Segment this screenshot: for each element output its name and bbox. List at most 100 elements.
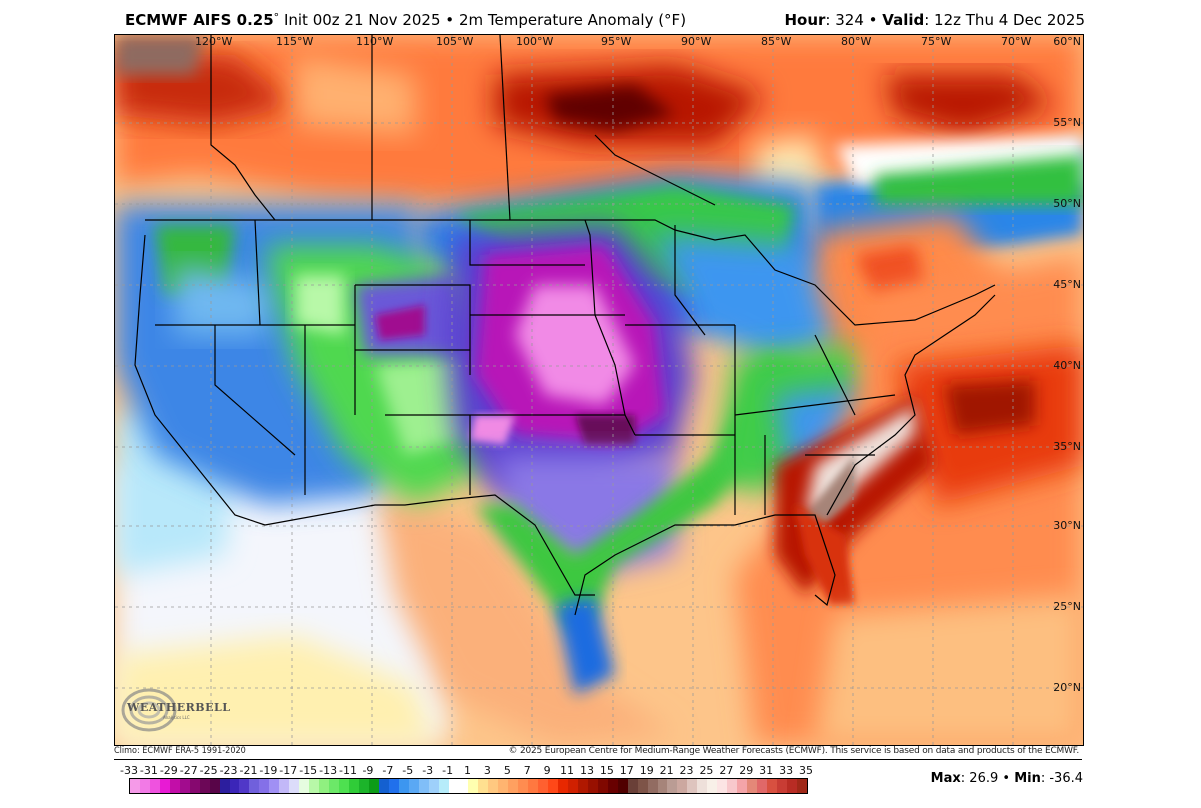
colorbar-segment xyxy=(269,779,280,793)
colorbar-segment xyxy=(677,779,688,793)
colorbar-tick-label: -19 xyxy=(259,764,278,777)
colorbar-tick-label: -31 xyxy=(139,764,158,777)
colorbar-segment xyxy=(398,779,409,793)
latitude-label: 60°N xyxy=(1053,35,1081,48)
stats-separator: • xyxy=(998,771,1015,786)
longitude-label: 120°W xyxy=(195,35,233,48)
field-stats: Max: 26.9 • Min: -36.4 xyxy=(931,771,1083,786)
max-value: : 26.9 xyxy=(960,771,999,786)
colorbar-segment xyxy=(309,779,320,793)
colorbar-segment xyxy=(518,779,529,793)
colorbar-segment xyxy=(498,779,509,793)
colorbar-segment xyxy=(747,779,758,793)
colorbar-segment xyxy=(767,779,777,793)
colorbar-segment xyxy=(776,779,787,793)
colorbar-tick-label: -23 xyxy=(219,764,238,777)
colorbar-segment xyxy=(169,779,180,793)
longitude-label: 75°W xyxy=(921,35,952,48)
colorbar-segment xyxy=(786,779,797,793)
colorbar-tick-label: -15 xyxy=(299,764,318,777)
colorbar-segment xyxy=(179,779,190,793)
longitude-label: 90°W xyxy=(681,35,712,48)
colorbar-segment xyxy=(627,779,638,793)
colorbar-tick-labels: -33 -31 -29 -27 -25 -23 -21 -19 -17 -15 -13 -11 -9 -7… xyxy=(118,764,818,778)
colorbar-segment xyxy=(557,779,568,793)
colorbar-segment xyxy=(657,779,668,793)
colorbar-segment xyxy=(378,779,389,793)
climatology-note: Climo: ECMWF ERA-5 1991-2020 xyxy=(114,746,246,756)
colorbar-tick-label: -9 xyxy=(362,764,374,777)
colorbar-segment xyxy=(149,779,160,793)
colorbar-tick-label: 3 xyxy=(483,764,491,777)
colorbar-tick-label: -1 xyxy=(442,764,454,777)
valid-value: : 12z Thu 4 Dec 2025 xyxy=(924,11,1085,29)
longitude-label: 105°W xyxy=(436,35,474,48)
degree-symbol: ° xyxy=(273,11,280,24)
colorbar-segment xyxy=(508,779,519,793)
colorbar-segment xyxy=(239,779,250,793)
colorbar-segment xyxy=(757,779,767,793)
colorbar-tick-label: 9 xyxy=(543,764,551,777)
colorbar-tick-label: -3 xyxy=(422,764,434,777)
colorbar-segment xyxy=(209,779,220,793)
longitude-label: 80°W xyxy=(841,35,872,48)
political-boundaries xyxy=(134,35,996,616)
latitude-label: 30°N xyxy=(1053,519,1081,532)
colorbar-segment xyxy=(488,779,499,793)
colorbar-tick-label: -5 xyxy=(402,764,414,777)
colorbar-segment xyxy=(159,779,170,793)
colorbar-tick-label: -29 xyxy=(159,764,178,777)
time-separator: • xyxy=(868,11,878,29)
field-name: 2m Temperature Anomaly (°F) xyxy=(458,11,687,29)
chart-title: ECMWF AIFS 0.25° Init 00z 21 Nov 2025 • … xyxy=(125,11,686,29)
colorbar-segment xyxy=(587,779,598,793)
min-value: : -36.4 xyxy=(1040,771,1083,786)
colorbar-segment xyxy=(348,779,359,793)
colorbar-segment xyxy=(637,779,648,793)
colorbar-segment xyxy=(727,779,738,793)
colorbar-tick-label: 15 xyxy=(599,764,614,777)
colorbar-segment xyxy=(319,779,330,793)
colorbar-tick-label: -33 xyxy=(120,764,138,777)
colorbar-segment xyxy=(418,779,429,793)
forecast-time: Hour: 324 • Valid: 12z Thu 4 Dec 2025 xyxy=(784,11,1085,29)
colorbar-tick-label: 11 xyxy=(560,764,575,777)
colorbar-segment xyxy=(448,779,459,793)
colorbar-segment xyxy=(259,779,270,793)
latitude-label: 50°N xyxy=(1053,197,1081,210)
colorbar-segment xyxy=(229,779,240,793)
colorbar-segment xyxy=(408,779,419,793)
colorbar-segment xyxy=(567,779,578,793)
longitude-label: 85°W xyxy=(761,35,792,48)
colorbar-segment xyxy=(139,779,150,793)
latitude-label: 55°N xyxy=(1053,116,1081,129)
colorbar-segment xyxy=(647,779,658,793)
colorbar-segment xyxy=(528,779,539,793)
colorbar-tick-label: 17 xyxy=(619,764,634,777)
graticule xyxy=(115,35,1083,745)
colorbar-segment xyxy=(388,779,399,793)
temperature-anomaly-map: 120°W 115°W 110°W 105°W 100°W 95°W 90°W … xyxy=(114,34,1084,746)
colorbar-tick-label: -25 xyxy=(199,764,218,777)
model-name: ECMWF AIFS 0.25 xyxy=(125,11,274,29)
title-separator: • xyxy=(445,11,455,29)
latitude-label: 40°N xyxy=(1053,359,1081,372)
colorbar-segment xyxy=(199,779,210,793)
colorbar-segment xyxy=(438,779,449,793)
longitude-label: 115°W xyxy=(276,35,314,48)
latitude-label: 45°N xyxy=(1053,278,1081,291)
colorbar-tick-label: 13 xyxy=(579,764,594,777)
colorbar-segment xyxy=(279,779,290,793)
colorbar-tick-label: 27 xyxy=(719,764,734,777)
copyright-notice: © 2025 European Centre for Medium-Range … xyxy=(508,746,1080,756)
colorbar-segment xyxy=(796,779,807,793)
colorbar-segment xyxy=(577,779,588,793)
hour-value: : 324 xyxy=(825,11,864,29)
max-label: Max xyxy=(930,771,961,786)
colorbar-tick-label: 5 xyxy=(503,764,511,777)
colorbar-segment xyxy=(717,779,728,793)
latitude-label: 20°N xyxy=(1053,681,1081,694)
colorbar-segment xyxy=(130,779,140,793)
colorbar-tick-label: 35 xyxy=(799,764,813,777)
colorbar-segment xyxy=(219,779,230,793)
